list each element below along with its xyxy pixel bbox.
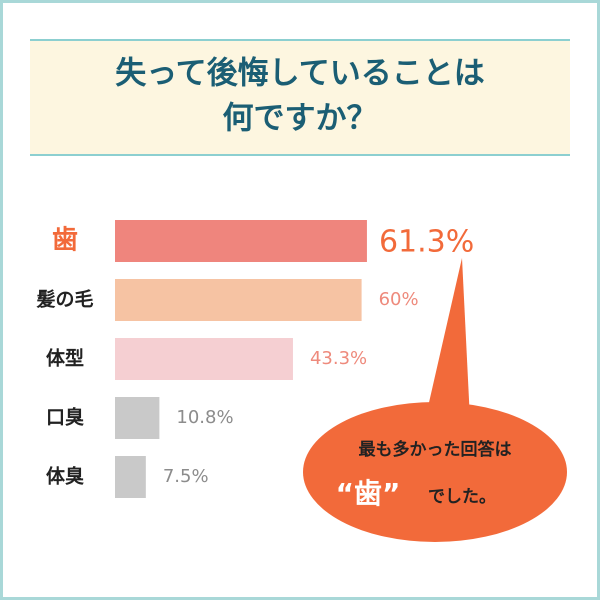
category-label: 歯 [52, 226, 78, 256]
category-label: 髪の毛 [35, 289, 93, 311]
callout-tail [425, 258, 470, 420]
value-label: 60% [379, 289, 419, 310]
chart-title: 失って後悔していることは [115, 56, 485, 92]
category-label: 口臭 [46, 406, 84, 429]
value-label: 61.3% [379, 225, 474, 260]
callout-text: でした。 [428, 487, 496, 507]
callout-highlight: “歯” [336, 477, 401, 510]
value-label: 10.8% [176, 407, 233, 428]
value-label: 7.5% [163, 466, 209, 487]
bar [115, 456, 146, 498]
chart-title: 何ですか？ [223, 101, 378, 137]
bar [115, 220, 367, 262]
title-box [30, 40, 570, 155]
callout-text: 最も多かった回答は [359, 439, 512, 460]
category-label: 体型 [46, 347, 84, 370]
value-label: 43.3% [310, 348, 367, 369]
callout: 最も多かった回答は “歯” でした。 [303, 258, 567, 542]
bar [115, 279, 362, 321]
category-label: 体臭 [46, 465, 84, 488]
callout-body [303, 402, 567, 542]
bar [115, 397, 160, 439]
bar [115, 338, 293, 380]
